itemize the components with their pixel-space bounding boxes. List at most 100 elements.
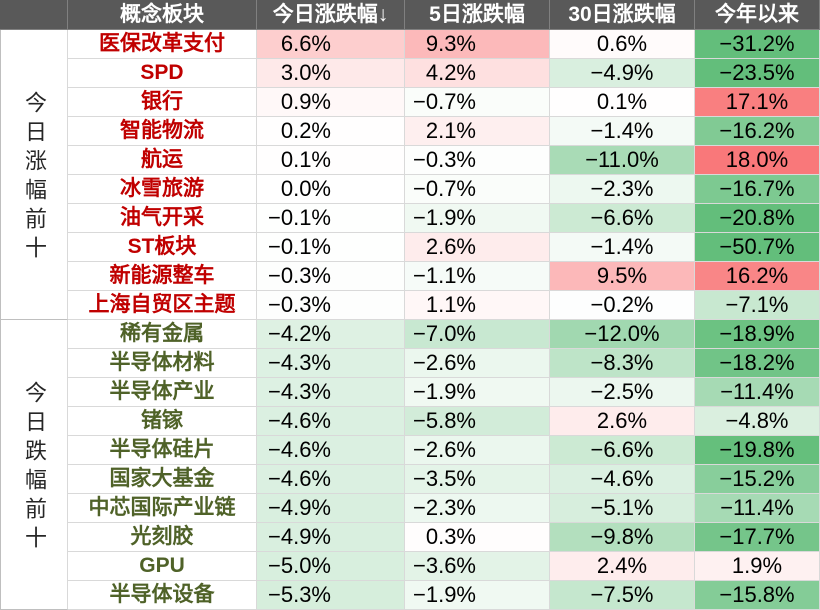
value-30d: −6.6%: [550, 436, 695, 465]
value-ytd: −15.2%: [695, 465, 820, 494]
value-30d: −2.3%: [550, 175, 695, 204]
value-ytd: −4.8%: [695, 407, 820, 436]
value-5d: −7.0%: [405, 320, 550, 349]
value-5d: −2.6%: [405, 436, 550, 465]
value-5d: 9.3%: [405, 30, 550, 59]
value-5d: −2.6%: [405, 349, 550, 378]
value-ytd: 1.9%: [695, 552, 820, 581]
value-5d: −1.9%: [405, 581, 550, 610]
concept-name: 半导体产业: [68, 378, 257, 407]
column-header-concept: 概念板块: [68, 0, 257, 30]
value-30d: −8.3%: [550, 349, 695, 378]
group-cell-gainers: 今日涨幅前十: [0, 30, 68, 320]
value-ytd: −18.9%: [695, 320, 820, 349]
value-ytd: −11.4%: [695, 378, 820, 407]
value-5d: 2.6%: [405, 233, 550, 262]
value-30d: 2.4%: [550, 552, 695, 581]
value-today: 6.6%: [257, 30, 405, 59]
concept-name: 上海自贸区主题: [68, 291, 257, 320]
concept-name: 国家大基金: [68, 465, 257, 494]
value-5d: −0.7%: [405, 88, 550, 117]
concept-name: 新能源整车: [68, 262, 257, 291]
value-5d: −0.7%: [405, 175, 550, 204]
concept-name: 航运: [68, 146, 257, 175]
concept-name: 锗镓: [68, 407, 257, 436]
value-5d: 2.1%: [405, 117, 550, 146]
value-today: 0.2%: [257, 117, 405, 146]
value-5d: −3.6%: [405, 552, 550, 581]
value-30d: 0.1%: [550, 88, 695, 117]
value-30d: −5.1%: [550, 494, 695, 523]
value-today: −4.6%: [257, 465, 405, 494]
value-30d: −4.6%: [550, 465, 695, 494]
value-today: −4.9%: [257, 523, 405, 552]
value-ytd: 18.0%: [695, 146, 820, 175]
value-30d: 0.6%: [550, 30, 695, 59]
value-today: 0.1%: [257, 146, 405, 175]
concept-name: 光刻胶: [68, 523, 257, 552]
value-today: 3.0%: [257, 59, 405, 88]
value-today: −5.3%: [257, 581, 405, 610]
value-ytd: −31.2%: [695, 30, 820, 59]
value-today: −4.3%: [257, 349, 405, 378]
concept-name: 银行: [68, 88, 257, 117]
value-today: −4.3%: [257, 378, 405, 407]
concept-name: 稀有金属: [68, 320, 257, 349]
value-5d: −0.3%: [405, 146, 550, 175]
value-today: −4.6%: [257, 436, 405, 465]
group-label-losers: 今日跌幅前十: [22, 381, 47, 555]
value-30d: −12.0%: [550, 320, 695, 349]
concept-name: 半导体设备: [68, 581, 257, 610]
value-ytd: 16.2%: [695, 262, 820, 291]
value-today: −4.9%: [257, 494, 405, 523]
value-30d: −1.4%: [550, 233, 695, 262]
value-5d: −5.8%: [405, 407, 550, 436]
value-30d: −2.5%: [550, 378, 695, 407]
value-today: −5.0%: [257, 552, 405, 581]
value-today: −4.2%: [257, 320, 405, 349]
value-ytd: −16.7%: [695, 175, 820, 204]
value-today: −0.1%: [257, 233, 405, 262]
value-5d: 0.3%: [405, 523, 550, 552]
value-today: −0.1%: [257, 204, 405, 233]
value-ytd: −50.7%: [695, 233, 820, 262]
value-ytd: −19.8%: [695, 436, 820, 465]
group-cell-losers: 今日跌幅前十: [0, 320, 68, 610]
value-30d: −11.0%: [550, 146, 695, 175]
concept-name: SPD: [68, 59, 257, 88]
concept-name: GPU: [68, 552, 257, 581]
column-header-ytd-change: 今年以来: [695, 0, 820, 30]
value-today: −4.6%: [257, 407, 405, 436]
value-5d: 1.1%: [405, 291, 550, 320]
value-ytd: −11.4%: [695, 494, 820, 523]
value-ytd: −23.5%: [695, 59, 820, 88]
value-5d: −1.9%: [405, 378, 550, 407]
concept-name: 半导体硅片: [68, 436, 257, 465]
value-today: −0.3%: [257, 291, 405, 320]
column-header-30d-change: 30日涨跌幅: [550, 0, 695, 30]
value-ytd: −7.1%: [695, 291, 820, 320]
concept-name: 冰雪旅游: [68, 175, 257, 204]
concept-name: 半导体材料: [68, 349, 257, 378]
value-ytd: −20.8%: [695, 204, 820, 233]
value-5d: −2.3%: [405, 494, 550, 523]
header-corner-cell: [0, 0, 68, 30]
value-30d: −0.2%: [550, 291, 695, 320]
value-ytd: −17.7%: [695, 523, 820, 552]
concept-name: 智能物流: [68, 117, 257, 146]
value-30d: −4.9%: [550, 59, 695, 88]
concept-name: 中芯国际产业链: [68, 494, 257, 523]
value-ytd: 17.1%: [695, 88, 820, 117]
value-ytd: −18.2%: [695, 349, 820, 378]
value-today: 0.0%: [257, 175, 405, 204]
value-30d: −7.5%: [550, 581, 695, 610]
column-header-today-change: 今日涨跌幅↓: [257, 0, 405, 30]
value-30d: 2.6%: [550, 407, 695, 436]
value-30d: −1.4%: [550, 117, 695, 146]
value-5d: −1.1%: [405, 262, 550, 291]
value-ytd: −16.2%: [695, 117, 820, 146]
value-30d: 9.5%: [550, 262, 695, 291]
concept-name: 医保改革支付: [68, 30, 257, 59]
value-5d: −3.5%: [405, 465, 550, 494]
